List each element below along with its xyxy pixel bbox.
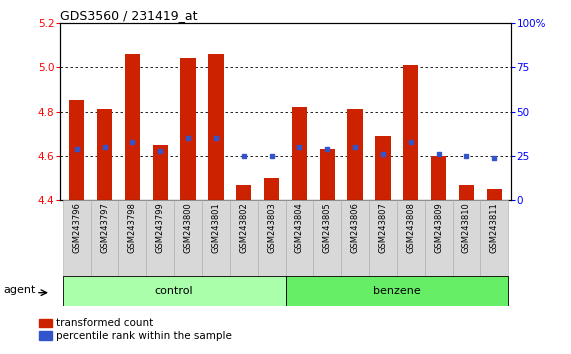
Bar: [174, 200, 202, 276]
Bar: [258, 200, 286, 276]
Text: GSM243797: GSM243797: [100, 202, 109, 253]
Text: GSM243807: GSM243807: [379, 202, 388, 253]
Bar: [180, 58, 196, 200]
Bar: [375, 136, 391, 200]
Text: GSM243810: GSM243810: [462, 202, 471, 253]
Bar: [118, 200, 146, 276]
Bar: [341, 200, 369, 276]
Legend: transformed count, percentile rank within the sample: transformed count, percentile rank withi…: [39, 319, 232, 341]
Text: GSM243808: GSM243808: [407, 202, 415, 253]
Bar: [63, 200, 91, 276]
Bar: [69, 101, 85, 200]
Bar: [286, 276, 508, 306]
Text: GDS3560 / 231419_at: GDS3560 / 231419_at: [60, 9, 198, 22]
Bar: [425, 200, 453, 276]
Bar: [124, 54, 140, 200]
Text: benzene: benzene: [373, 286, 421, 296]
Bar: [348, 109, 363, 200]
Text: GSM243805: GSM243805: [323, 202, 332, 253]
Bar: [97, 109, 112, 200]
Bar: [292, 107, 307, 200]
Text: GSM243804: GSM243804: [295, 202, 304, 253]
Bar: [208, 54, 223, 200]
Bar: [202, 200, 230, 276]
Bar: [236, 184, 251, 200]
Bar: [152, 145, 168, 200]
Text: GSM243800: GSM243800: [183, 202, 192, 253]
Bar: [320, 149, 335, 200]
Text: GSM243799: GSM243799: [156, 202, 164, 253]
Bar: [403, 65, 419, 200]
Text: GSM243809: GSM243809: [434, 202, 443, 253]
Text: GSM243798: GSM243798: [128, 202, 137, 253]
Bar: [369, 200, 397, 276]
Bar: [63, 276, 286, 306]
Text: agent: agent: [3, 285, 35, 295]
Text: GSM243802: GSM243802: [239, 202, 248, 253]
Bar: [313, 200, 341, 276]
Bar: [146, 200, 174, 276]
Text: GSM243801: GSM243801: [211, 202, 220, 253]
Bar: [453, 200, 480, 276]
Bar: [459, 184, 474, 200]
Bar: [264, 178, 279, 200]
Bar: [286, 200, 313, 276]
Bar: [486, 189, 502, 200]
Bar: [397, 200, 425, 276]
Bar: [431, 156, 447, 200]
Text: GSM243806: GSM243806: [351, 202, 360, 253]
Bar: [230, 200, 258, 276]
Text: control: control: [155, 286, 194, 296]
Text: GSM243811: GSM243811: [490, 202, 499, 253]
Text: GSM243803: GSM243803: [267, 202, 276, 253]
Bar: [91, 200, 118, 276]
Bar: [480, 200, 508, 276]
Text: GSM243796: GSM243796: [72, 202, 81, 253]
